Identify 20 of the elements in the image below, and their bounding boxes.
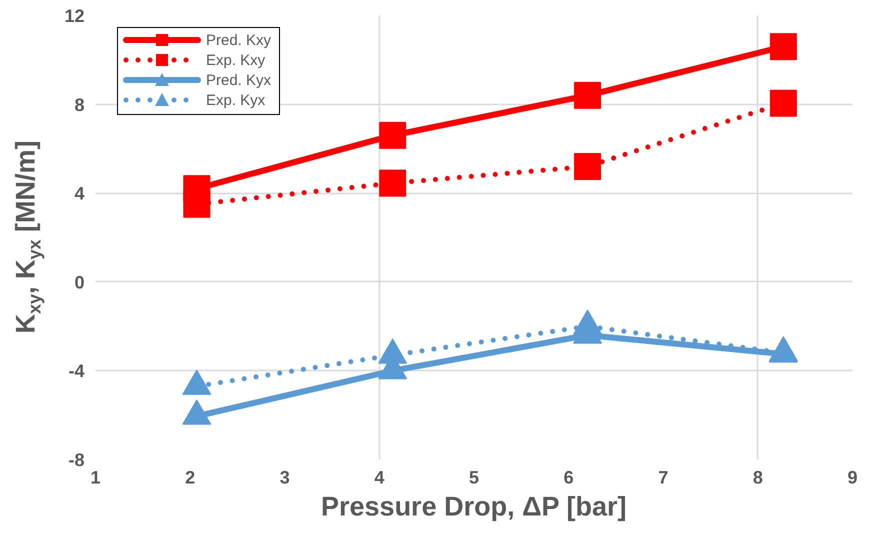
y-tick-label: -4: [68, 361, 85, 382]
x-tick-label: 3: [280, 468, 290, 488]
legend-label: Pred. Kyx: [206, 72, 272, 89]
x-axis-title: Pressure Drop, ΔP [bar]: [321, 492, 627, 522]
y-tick-label: 12: [64, 6, 85, 26]
legend-label: Exp. Kyx: [206, 92, 266, 109]
x-tick-label: 9: [847, 468, 858, 488]
x-tick-label: 1: [90, 468, 101, 488]
y-tick-label: -8: [68, 450, 85, 470]
y-tick-label: 8: [74, 94, 85, 115]
x-tick-label: 7: [658, 468, 668, 488]
legend-label: Pred. Kxy: [206, 32, 272, 49]
x-tick-label: 2: [185, 468, 196, 488]
y-tick-label: 4: [74, 184, 85, 204]
x-tick-label: 4: [374, 468, 384, 488]
x-tick-label: 8: [752, 468, 763, 488]
x-tick-label: 6: [564, 468, 574, 488]
x-tick-label: 5: [468, 468, 480, 488]
legend-label: Exp. Kxy: [206, 52, 266, 69]
y-tick-label: 0: [74, 272, 85, 292]
